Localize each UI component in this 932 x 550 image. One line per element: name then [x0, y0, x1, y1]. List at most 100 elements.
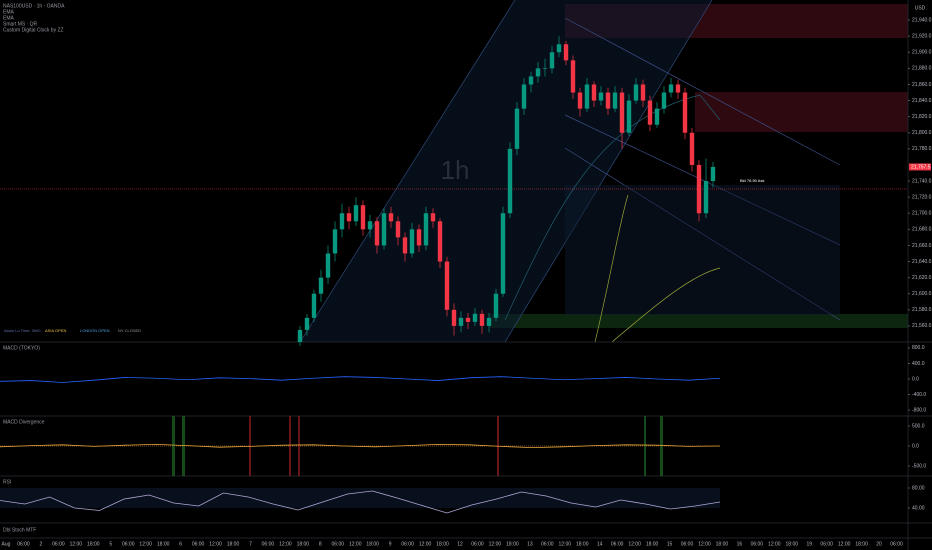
- ema-line: [504, 94, 721, 321]
- time-label: 06:00: [471, 541, 484, 547]
- time-label: 18:00: [506, 541, 519, 547]
- y-tick-label: 21,620.0: [912, 275, 932, 281]
- time-label: 14: [597, 541, 603, 547]
- candle-body: [374, 221, 380, 246]
- indicator: Smart MS · QR: [3, 21, 38, 27]
- candle-body: [353, 205, 359, 222]
- y-tick-label: 21,780.0: [912, 146, 932, 152]
- candle-body: [605, 92, 611, 109]
- candle-body: [647, 100, 653, 125]
- time-label: 18:00: [297, 541, 310, 547]
- candle-body: [668, 84, 674, 93]
- time-label: 12:00: [209, 541, 222, 547]
- candle-body: [339, 213, 345, 230]
- y-tick-label: 21,700.0: [912, 211, 932, 217]
- indicator: Custom Digital Clock by ZZ: [3, 27, 64, 33]
- candle-body: [598, 92, 604, 101]
- time-label: 18:00: [366, 541, 379, 547]
- candle-body: [549, 52, 555, 69]
- time-label: 06:00: [52, 541, 65, 547]
- y-tick-label: 21,940.0: [912, 17, 932, 23]
- time-label: 12:00: [838, 541, 851, 547]
- demand-zone: [490, 314, 908, 328]
- candle-body: [661, 92, 667, 109]
- time-label: 18:00: [786, 541, 799, 547]
- y-tick-label: 21,560.0: [912, 323, 932, 329]
- candle-body: [570, 60, 576, 93]
- currency[interactable]: USD: [915, 5, 926, 11]
- candle-body: [689, 132, 695, 165]
- candle-body: [619, 92, 625, 133]
- candle-body: [388, 213, 394, 222]
- candle-body: [472, 313, 478, 322]
- time-label: 6: [179, 541, 182, 547]
- time-label: 18:00: [646, 541, 659, 547]
- time-label: Aug: [2, 541, 11, 547]
- y-tick-label: 21,740.0: [912, 178, 932, 184]
- candle-body: [381, 213, 387, 246]
- y-tick-label: 21,880.0: [912, 66, 932, 72]
- y-tick-label: 21,580.0: [912, 307, 932, 313]
- candle-body: [500, 213, 506, 294]
- y-tick-label: 21,640.0: [912, 259, 932, 265]
- time-label: 06:00: [332, 541, 345, 547]
- y-tick-label: -400.0: [912, 392, 926, 398]
- candle-body: [493, 293, 499, 318]
- time-label: 13: [527, 541, 533, 547]
- session-label: LONDON OPEN: [80, 328, 110, 333]
- indicator-line: [0, 490, 721, 514]
- candle-body: [682, 92, 688, 133]
- time-label: 06:00: [541, 541, 554, 547]
- candle-body: [577, 92, 583, 109]
- time-label: 8: [319, 541, 322, 547]
- time-label: 18:00: [436, 541, 449, 547]
- indicator: EMA: [3, 15, 15, 21]
- channel-line: [299, 0, 516, 343]
- time-label: 5: [109, 541, 112, 547]
- candle-body: [444, 261, 450, 310]
- candle-body: [423, 213, 429, 246]
- symbol: NAS100USD · 1h · OANDA: [3, 3, 65, 9]
- ema-line: [611, 267, 721, 343]
- time-label: 06:00: [262, 541, 275, 547]
- pane-title: RSI: [3, 479, 11, 485]
- y-tick-label: 21,600.0: [912, 291, 932, 297]
- time-label: 06:00: [820, 541, 833, 547]
- candle-body: [507, 148, 513, 214]
- time-label: 20: [876, 541, 882, 547]
- candle-body: [451, 309, 457, 326]
- candle-body: [528, 76, 534, 85]
- time-label: 19: [806, 541, 812, 547]
- indicator-line: [0, 376, 721, 383]
- time-label: 06:00: [681, 541, 694, 547]
- time-label: 15: [667, 541, 673, 547]
- ema-line: [594, 194, 629, 343]
- candle-body: [542, 68, 548, 69]
- last-price-box: [909, 163, 931, 171]
- time-label: 12:00: [559, 541, 572, 547]
- projection-box: [565, 185, 840, 315]
- y-tick-label: 400.0: [912, 361, 925, 367]
- time-label: 18:00: [87, 541, 100, 547]
- time-label: 18:00: [855, 541, 868, 547]
- time-label: 16: [737, 541, 743, 547]
- time-label: 12:00: [419, 541, 432, 547]
- candle-body: [514, 108, 520, 149]
- y-tick-label: 40.00: [912, 505, 925, 511]
- y-tick-label: -800.0: [912, 407, 926, 413]
- time-label: 7: [249, 541, 252, 547]
- time-label: 12:00: [698, 541, 711, 547]
- channel-fill: [300, 0, 712, 342]
- candle-body: [521, 84, 527, 109]
- candle-body: [458, 317, 464, 326]
- candle-body: [696, 164, 702, 214]
- time-label: 06:00: [611, 541, 624, 547]
- candle-body: [318, 277, 324, 294]
- candle-body: [633, 84, 639, 101]
- y-tick-label: 500.0: [912, 423, 925, 429]
- channel-line: [504, 0, 713, 343]
- candle-body: [535, 68, 541, 77]
- candle-body: [402, 237, 408, 254]
